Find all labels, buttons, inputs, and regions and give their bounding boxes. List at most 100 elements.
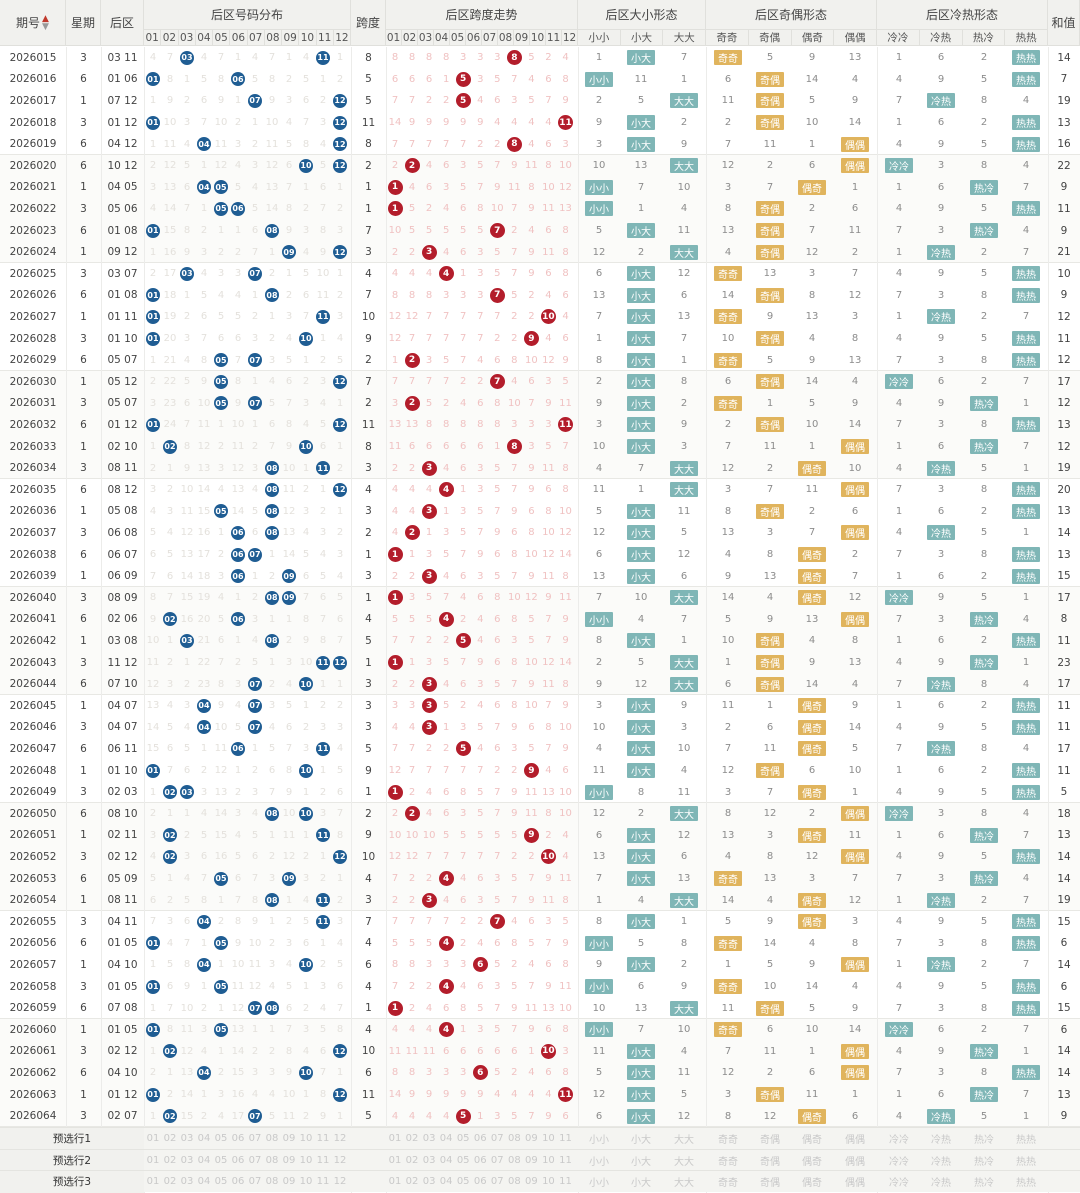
pred-hc-select[interactable]: 冷冷 <box>889 1178 909 1190</box>
pred-span-select[interactable]: 11 <box>559 1176 572 1188</box>
pred-bs-select[interactable]: 大大 <box>674 1156 694 1168</box>
pred-number-select[interactable]: 09 <box>282 1133 296 1145</box>
pred-bs-select[interactable]: 小小 <box>589 1178 609 1190</box>
pred-oe-select[interactable]: 奇奇 <box>718 1178 738 1190</box>
pred-number-select[interactable]: 11 <box>316 1176 330 1188</box>
pred-number-select[interactable]: 04 <box>197 1154 211 1166</box>
pred-number-select[interactable]: 03 <box>180 1133 194 1145</box>
pred-oe-select[interactable]: 奇偶 <box>760 1135 780 1147</box>
pred-span-select[interactable]: 05 <box>456 1176 470 1188</box>
pred-span-select[interactable]: 07 <box>490 1133 504 1145</box>
pred-span-select[interactable]: 06 <box>473 1154 487 1166</box>
pred-bs-select[interactable]: 小大 <box>631 1135 651 1147</box>
pred-number-select[interactable]: 06 <box>231 1154 245 1166</box>
pred-number-select[interactable]: 06 <box>231 1176 245 1188</box>
pred-number-select[interactable]: 02 <box>163 1154 177 1166</box>
pred-oe-select[interactable]: 奇偶 <box>760 1156 780 1168</box>
pred-hc-select[interactable]: 冷热 <box>931 1135 951 1147</box>
pred-number-select[interactable]: 08 <box>265 1176 279 1188</box>
pred-number-select[interactable]: 01 <box>146 1154 160 1166</box>
pred-oe-select[interactable]: 奇偶 <box>760 1178 780 1190</box>
pred-number-select[interactable]: 07 <box>248 1176 262 1188</box>
pred-span-select[interactable]: 04 <box>439 1133 453 1145</box>
pred-hc-select[interactable]: 冷冷 <box>889 1156 909 1168</box>
pred-span-select[interactable]: 09 <box>525 1133 538 1145</box>
pred-bs-select[interactable]: 小小 <box>589 1135 609 1147</box>
pred-span-select[interactable]: 08 <box>507 1154 521 1166</box>
pred-span-select[interactable]: 05 <box>456 1133 470 1145</box>
pred-number-select[interactable]: 06 <box>231 1133 245 1145</box>
pred-number-select[interactable]: 05 <box>214 1154 228 1166</box>
pred-number-select[interactable]: 04 <box>197 1133 211 1145</box>
pred-span-select[interactable]: 07 <box>490 1176 504 1188</box>
pred-number-select[interactable]: 11 <box>316 1133 330 1145</box>
pred-span-select[interactable]: 11 <box>559 1133 572 1145</box>
pred-span-select[interactable]: 09 <box>525 1176 538 1188</box>
pred-number-select[interactable]: 05 <box>214 1133 228 1145</box>
pred-oe-select[interactable]: 偶奇 <box>802 1178 822 1190</box>
pred-span-select[interactable]: 02 <box>405 1154 419 1166</box>
pred-span-select[interactable]: 08 <box>507 1133 521 1145</box>
pred-number-select[interactable]: 05 <box>214 1176 228 1188</box>
pred-number-select[interactable]: 02 <box>163 1176 177 1188</box>
pred-hc-select[interactable]: 热冷 <box>974 1156 994 1168</box>
pred-hc-select[interactable]: 热热 <box>1016 1135 1036 1147</box>
pred-span-select[interactable]: 10 <box>542 1154 555 1166</box>
pred-hc-select[interactable]: 冷冷 <box>889 1135 909 1147</box>
pred-bs-select[interactable]: 小大 <box>631 1178 651 1190</box>
pred-span-select[interactable]: 01 <box>388 1133 402 1145</box>
pred-span-select[interactable]: 11 <box>559 1154 572 1166</box>
pred-span-select[interactable]: 03 <box>422 1154 436 1166</box>
pred-span-select[interactable]: 02 <box>405 1176 419 1188</box>
pred-bs-select[interactable]: 小小 <box>589 1156 609 1168</box>
pred-oe-select[interactable]: 偶奇 <box>802 1135 822 1147</box>
pred-number-select[interactable]: 11 <box>316 1154 330 1166</box>
pred-number-select[interactable]: 03 <box>180 1154 194 1166</box>
pred-number-select[interactable]: 08 <box>265 1133 279 1145</box>
pred-span-select[interactable]: 06 <box>473 1133 487 1145</box>
pred-span-select[interactable]: 03 <box>422 1176 436 1188</box>
pred-number-select[interactable]: 10 <box>299 1154 313 1166</box>
pred-hc-select[interactable]: 热冷 <box>974 1178 994 1190</box>
pred-oe-select[interactable]: 奇奇 <box>718 1135 738 1147</box>
pred-number-select[interactable]: 08 <box>265 1154 279 1166</box>
period-column-header[interactable]: 期号 ▲ ▼ <box>0 0 66 46</box>
pred-span-select[interactable]: 02 <box>405 1133 419 1145</box>
pred-span-select[interactable]: 07 <box>490 1154 504 1166</box>
pred-span-select[interactable]: 09 <box>525 1154 538 1166</box>
pred-hc-select[interactable]: 热冷 <box>974 1135 994 1147</box>
pred-number-select[interactable]: 09 <box>282 1176 296 1188</box>
pred-span-select[interactable]: 06 <box>473 1176 487 1188</box>
pred-hc-select[interactable]: 热热 <box>1016 1178 1036 1190</box>
pred-number-select[interactable]: 04 <box>197 1176 211 1188</box>
pred-number-select[interactable]: 01 <box>146 1176 160 1188</box>
pred-span-select[interactable]: 01 <box>388 1154 402 1166</box>
pred-span-select[interactable]: 08 <box>507 1176 521 1188</box>
pred-number-select[interactable]: 01 <box>146 1133 160 1145</box>
pred-oe-select[interactable]: 奇奇 <box>718 1156 738 1168</box>
pred-oe-select[interactable]: 偶偶 <box>845 1156 865 1168</box>
pred-span-select[interactable]: 03 <box>422 1133 436 1145</box>
pred-oe-select[interactable]: 偶偶 <box>845 1135 865 1147</box>
pred-oe-select[interactable]: 偶偶 <box>845 1178 865 1190</box>
pred-bs-select[interactable]: 大大 <box>674 1135 694 1147</box>
pred-number-select[interactable]: 10 <box>299 1133 313 1145</box>
pred-span-select[interactable]: 10 <box>542 1176 555 1188</box>
pred-span-select[interactable]: 10 <box>542 1133 555 1145</box>
pred-number-select[interactable]: 12 <box>333 1154 347 1166</box>
sort-arrows-icon[interactable]: ▲ ▼ <box>42 13 49 32</box>
pred-span-select[interactable]: 04 <box>439 1176 453 1188</box>
pred-span-select[interactable]: 04 <box>439 1154 453 1166</box>
pred-number-select[interactable]: 07 <box>248 1133 262 1145</box>
pred-number-select[interactable]: 07 <box>248 1154 262 1166</box>
pred-hc-select[interactable]: 热热 <box>1016 1156 1036 1168</box>
pred-span-select[interactable]: 05 <box>456 1154 470 1166</box>
pred-hc-select[interactable]: 冷热 <box>931 1156 951 1168</box>
pred-number-select[interactable]: 12 <box>333 1176 347 1188</box>
pred-number-select[interactable]: 03 <box>180 1176 194 1188</box>
pred-number-select[interactable]: 10 <box>299 1176 313 1188</box>
pred-number-select[interactable]: 09 <box>282 1154 296 1166</box>
pred-span-select[interactable]: 01 <box>388 1176 402 1188</box>
pred-number-select[interactable]: 12 <box>333 1133 347 1145</box>
pred-hc-select[interactable]: 冷热 <box>931 1178 951 1190</box>
